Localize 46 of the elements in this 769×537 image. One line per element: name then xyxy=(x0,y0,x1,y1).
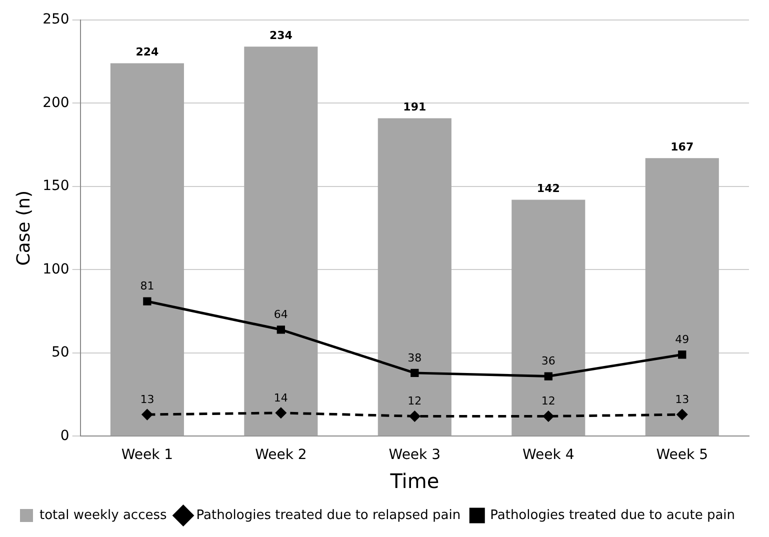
x-tick-label: Week 3 xyxy=(388,447,441,464)
bar xyxy=(110,63,184,436)
point xyxy=(410,368,419,378)
y-tick-label: 150 xyxy=(42,178,70,194)
data-label: 13 xyxy=(140,392,154,406)
data-label: 81 xyxy=(140,280,154,293)
y-axis-title: Case (n) xyxy=(13,190,34,266)
data-label: 12 xyxy=(408,394,422,408)
bar xyxy=(512,200,586,436)
x-axis-title: Time xyxy=(389,469,440,494)
x-tick-label: Week 5 xyxy=(656,447,708,464)
point xyxy=(143,297,152,306)
legend-label: total weekly access xyxy=(40,508,167,523)
y-tick-label: 250 xyxy=(42,12,70,28)
point xyxy=(543,410,554,422)
bar xyxy=(645,158,719,436)
data-label: 14 xyxy=(274,391,288,404)
y-tick-label: 100 xyxy=(42,261,70,278)
bar xyxy=(378,118,452,436)
y-tick-label: 0 xyxy=(60,428,70,444)
point xyxy=(678,350,686,359)
point xyxy=(676,409,688,420)
point xyxy=(142,409,152,420)
point xyxy=(276,408,286,418)
data-label: 13 xyxy=(675,392,690,406)
x-tick-label: Week 2 xyxy=(255,447,307,464)
y-tick-label: 200 xyxy=(42,94,70,111)
point xyxy=(409,410,420,422)
data-label: 142 xyxy=(536,182,560,196)
data-label: 167 xyxy=(670,140,694,154)
legend-label: Pathologies treated due to acute pain xyxy=(490,508,736,523)
data-label: 234 xyxy=(269,28,293,42)
data-label: 224 xyxy=(136,46,160,59)
x-tick-label: Week 1 xyxy=(121,447,174,464)
data-label: 12 xyxy=(541,394,556,408)
point xyxy=(276,326,286,334)
point xyxy=(544,372,552,380)
data-label: 64 xyxy=(274,308,288,322)
data-label: 49 xyxy=(675,332,690,346)
bar xyxy=(244,46,318,436)
y-tick-label: 50 xyxy=(51,344,70,361)
data-label: 191 xyxy=(403,100,426,114)
data-label: 36 xyxy=(541,354,556,368)
legend-label: Pathologies treated due to relapsed pain xyxy=(196,508,461,523)
data-label: 38 xyxy=(408,351,422,364)
x-tick-label: Week 4 xyxy=(522,447,574,464)
